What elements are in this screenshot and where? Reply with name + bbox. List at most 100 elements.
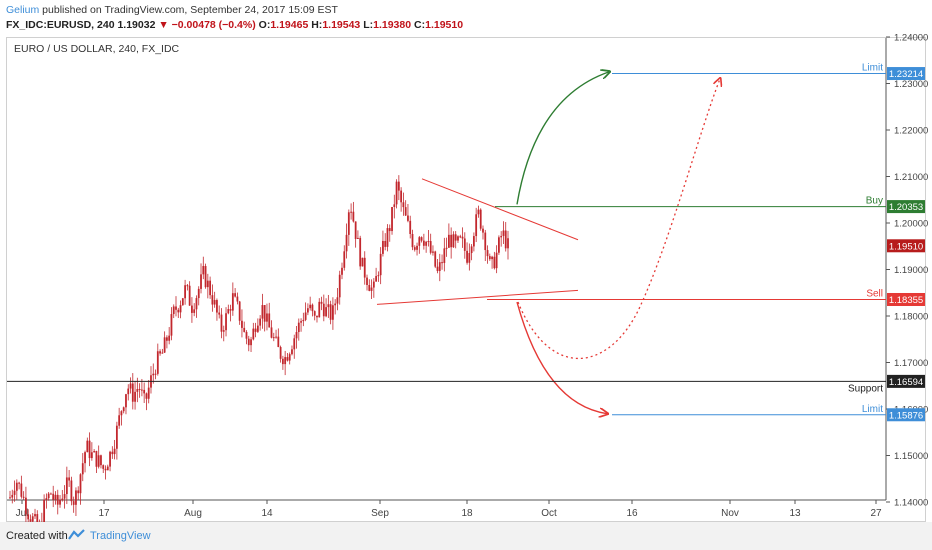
candle-body [313, 311, 316, 316]
price-tick-label: 1.22000 [894, 126, 928, 137]
limit-upper-price-tag [887, 67, 925, 81]
candle-body [259, 318, 262, 326]
candle-body [332, 305, 334, 320]
candle-body [200, 274, 202, 289]
candle-body [375, 276, 378, 282]
candle-body [231, 293, 234, 311]
candle-body [34, 514, 36, 517]
price-chart[interactable]: EURO / US DOLLAR, 240, FX_IDC 1.24000 1.2… [0, 0, 932, 522]
candle-body [104, 468, 107, 471]
candle-body [357, 237, 359, 239]
low-label: L: [363, 19, 374, 31]
candle-body [354, 221, 357, 239]
candle-body [418, 237, 421, 246]
candle-body [52, 493, 55, 500]
candle-body [291, 349, 293, 355]
candle-body [61, 498, 64, 501]
limit-lower-price-tag-label: 1.15876 [889, 410, 923, 421]
candle-body [59, 500, 61, 505]
candle-body [102, 465, 105, 469]
footer-bar: Created with TradingView [0, 522, 932, 550]
candle-body [152, 373, 155, 376]
candle-body [238, 301, 241, 321]
time-tick-label: 16 [626, 508, 638, 519]
candle-body [359, 237, 362, 267]
candle-body [336, 297, 339, 304]
candle-body [311, 304, 314, 312]
triangle-lower-line [376, 289, 579, 305]
tradingview-link[interactable]: TradingView [90, 530, 151, 542]
close-label: C: [414, 19, 426, 31]
candle-body [111, 451, 114, 455]
price-tick-label: 1.14000 [894, 498, 928, 509]
candle-body [409, 220, 412, 234]
time-tick-label: Sep [371, 508, 389, 519]
candle-body [347, 212, 350, 235]
time-tick-label: 27 [870, 508, 882, 519]
candle-body [352, 211, 355, 222]
author-link[interactable]: Gelium [6, 4, 40, 16]
open-value: 1.19465 [270, 19, 309, 31]
candle-body [495, 252, 498, 269]
limit-lower-price-tag [887, 408, 925, 422]
candle-body [250, 339, 252, 346]
candle-body [100, 455, 102, 466]
candle-body [204, 266, 207, 288]
candle-body [70, 480, 73, 502]
candle-body [411, 233, 414, 248]
candle-body [79, 474, 82, 494]
candle-body [482, 228, 484, 233]
change-value: −0.00478 (−0.4%) [171, 19, 256, 31]
price-tick-label: 1.17000 [894, 358, 928, 369]
candle-body [218, 312, 221, 315]
candle-body [86, 440, 89, 453]
time-tick-label: 17 [98, 508, 110, 519]
price-tick-label: 1.19000 [894, 265, 928, 276]
price-tick-label: 1.20000 [894, 219, 928, 230]
time-tick-label: 14 [261, 508, 273, 519]
candle-body [361, 257, 364, 267]
candle-body [36, 514, 39, 522]
candle-body [507, 238, 509, 249]
candle-body [297, 322, 300, 333]
candle-body [163, 337, 166, 353]
candle-body [288, 354, 291, 361]
candle-body [350, 211, 352, 213]
candle-body [338, 274, 341, 298]
candle-body [413, 247, 416, 250]
candle-body [266, 313, 268, 322]
candle-body [370, 287, 373, 291]
candle-body [384, 240, 387, 247]
candle-body [115, 425, 118, 449]
candle-body [127, 388, 130, 395]
candle-body [159, 351, 161, 354]
price-tick-label: 1.15000 [894, 451, 928, 462]
candle-body [179, 305, 182, 313]
candle-body [477, 209, 480, 215]
candle-body [286, 357, 289, 361]
candle-body [154, 373, 157, 375]
candle-body [302, 319, 305, 322]
publish-line: Gelium published on TradingView.com, Sep… [6, 4, 338, 16]
candle-body [13, 490, 16, 495]
candle-body [29, 519, 32, 522]
candle-body [211, 295, 214, 305]
high-label: H: [311, 19, 323, 31]
candle-body [45, 498, 48, 500]
candle-body [81, 463, 84, 475]
time-tick-label: 13 [789, 508, 801, 519]
candle-body [220, 314, 223, 332]
candle-body [454, 234, 457, 241]
chart-header: Gelium published on TradingView.com, Sep… [6, 0, 926, 36]
candle-body [129, 383, 132, 389]
candle-body [345, 234, 348, 252]
sell-label: Sell [866, 288, 883, 299]
candle-body [97, 455, 100, 467]
candle-body [22, 496, 25, 498]
candle-body [268, 313, 271, 328]
candle-body [131, 383, 134, 402]
candle-body [188, 285, 191, 306]
chart-frame[interactable] [6, 37, 926, 522]
candle-body [216, 300, 218, 313]
candle-body [25, 497, 27, 515]
